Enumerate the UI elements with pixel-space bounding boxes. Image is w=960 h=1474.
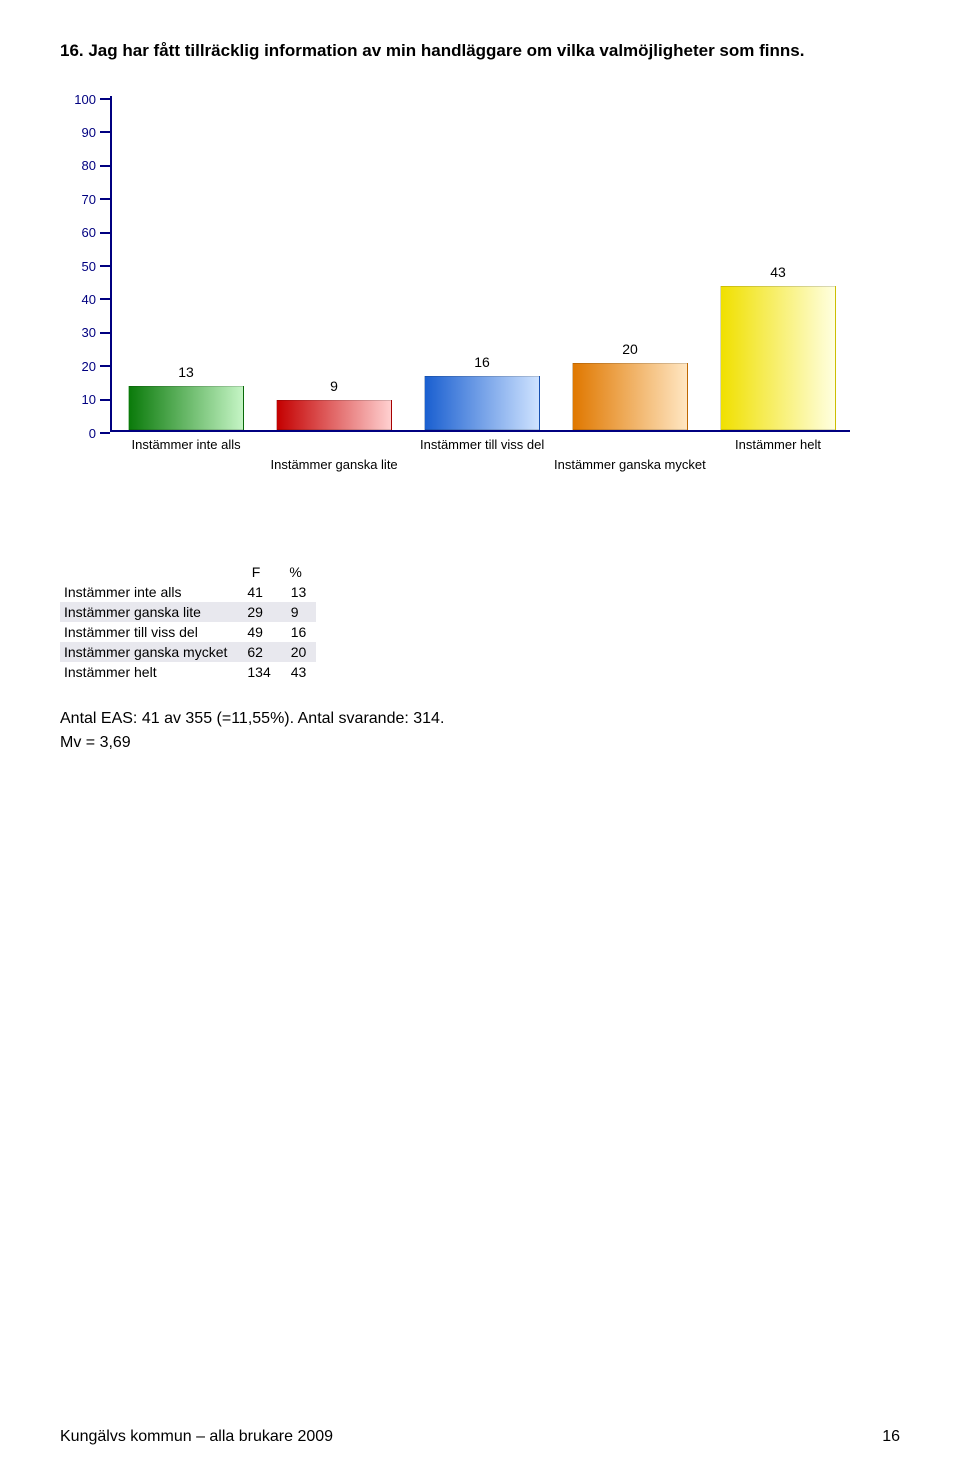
y-tick-mark [100, 365, 110, 367]
y-tick: 40 [70, 292, 110, 306]
y-tick: 20 [70, 359, 110, 373]
y-tick: 90 [70, 125, 110, 139]
bar-value-label: 13 [112, 364, 260, 380]
bar-value-label: 16 [408, 354, 556, 370]
y-tick: 30 [70, 326, 110, 340]
y-tick-label: 40 [82, 292, 96, 307]
y-tick-label: 0 [89, 426, 96, 441]
y-tick: 10 [70, 393, 110, 407]
bar [424, 376, 539, 430]
y-tick-mark [100, 198, 110, 200]
bar-value-label: 43 [704, 264, 852, 280]
table-cell-label: Instämmer helt [60, 662, 237, 682]
table-cell-pct: 43 [281, 662, 317, 682]
table-cell-pct: 16 [281, 622, 317, 642]
y-tick: 70 [70, 192, 110, 206]
table-cell-f: 41 [237, 582, 280, 602]
table-header-blank [60, 562, 237, 582]
y-tick-label: 60 [82, 225, 96, 240]
footer-left: Kungälvs kommun – alla brukare 2009 [60, 1428, 333, 1446]
y-tick-label: 90 [82, 125, 96, 140]
y-tick-mark [100, 165, 110, 167]
table-row: Instämmer ganska lite299 [60, 602, 316, 622]
table-row: Instämmer helt13443 [60, 662, 316, 682]
x-axis-label: Instämmer ganska mycket [554, 457, 706, 472]
y-tick: 100 [70, 92, 110, 106]
x-axis-label: Instämmer till viss del [420, 437, 544, 452]
bar-value-label: 9 [260, 378, 408, 394]
table-cell-pct: 13 [281, 582, 317, 602]
table-cell-label: Instämmer till viss del [60, 622, 237, 642]
table-header-pct: % [281, 562, 317, 582]
table-cell-pct: 20 [281, 642, 317, 662]
y-tick: 0 [70, 426, 110, 440]
y-tick: 50 [70, 259, 110, 273]
bar [128, 386, 243, 430]
y-tick-label: 100 [74, 92, 96, 107]
y-tick-mark [100, 98, 110, 100]
table-cell-f: 29 [237, 602, 280, 622]
table-cell-f: 49 [237, 622, 280, 642]
table-header-f: F [237, 562, 280, 582]
table-cell-pct: 9 [281, 602, 317, 622]
table-row: Instämmer ganska mycket6220 [60, 642, 316, 662]
y-tick-mark [100, 131, 110, 133]
page-footer: Kungälvs kommun – alla brukare 2009 16 [60, 1428, 900, 1446]
data-table: F % Instämmer inte alls4113Instämmer gan… [60, 562, 316, 682]
table-cell-label: Instämmer ganska mycket [60, 642, 237, 662]
y-tick-label: 70 [82, 192, 96, 207]
y-tick-mark [100, 399, 110, 401]
summary-line-1: Antal EAS: 41 av 355 (=11,55%). Antal sv… [60, 707, 900, 731]
bar [276, 400, 391, 430]
y-tick: 60 [70, 226, 110, 240]
table-cell-label: Instämmer ganska lite [60, 602, 237, 622]
bar [572, 363, 687, 430]
summary-line-2: Mv = 3,69 [60, 731, 900, 755]
x-axis-label: Instämmer ganska lite [271, 457, 398, 472]
table-row: Instämmer inte alls4113 [60, 582, 316, 602]
y-tick: 80 [70, 159, 110, 173]
table-header-row: F % [60, 562, 316, 582]
y-tick-mark [100, 332, 110, 334]
plot-area: 1391620 43 [112, 92, 852, 432]
summary-block: Antal EAS: 41 av 355 (=11,55%). Antal sv… [60, 707, 900, 755]
table-row: Instämmer till viss del4916 [60, 622, 316, 642]
y-tick-label: 80 [82, 158, 96, 173]
y-tick-label: 30 [82, 325, 96, 340]
y-tick-label: 50 [82, 259, 96, 274]
bar-chart: 0102030405060708090100 139162043 Instämm… [70, 92, 860, 502]
table-cell-f: 62 [237, 642, 280, 662]
y-tick-label: 10 [82, 392, 96, 407]
x-axis-labels: Instämmer inte alls Instämmer ganska lite… [112, 437, 852, 497]
y-tick-mark [100, 432, 110, 434]
y-tick-label: 20 [82, 359, 96, 374]
y-tick-mark [100, 298, 110, 300]
y-tick-mark [100, 265, 110, 267]
bar [720, 286, 835, 430]
y-tick-mark [100, 232, 110, 234]
question-title: 16. Jag har fått tillräcklig information… [60, 40, 900, 62]
table-cell-label: Instämmer inte alls [60, 582, 237, 602]
x-axis-label: Instämmer inte alls [132, 437, 241, 452]
table-cell-f: 134 [237, 662, 280, 682]
bar-value-label: 20 [556, 341, 704, 357]
y-axis: 0102030405060708090100 [70, 92, 110, 432]
footer-page-number: 16 [882, 1428, 900, 1446]
x-axis-label: Instämmer helt [735, 437, 821, 452]
